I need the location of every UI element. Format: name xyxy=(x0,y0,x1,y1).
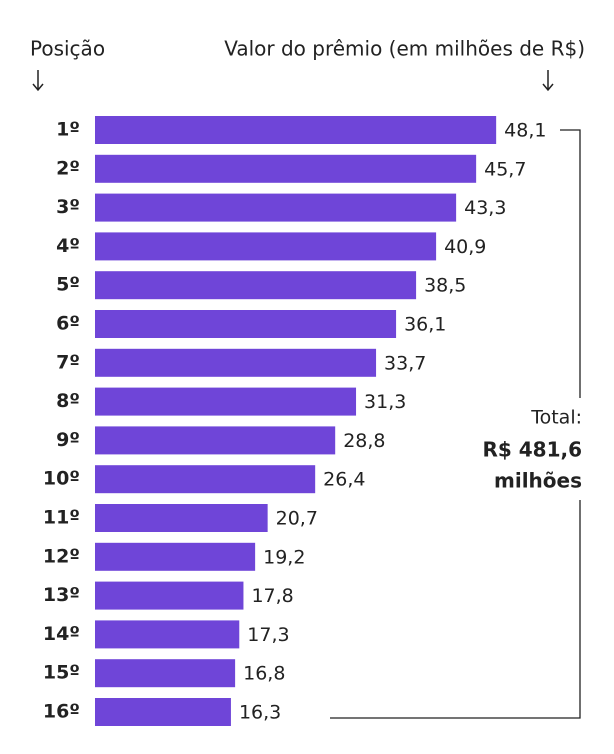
bar xyxy=(95,542,256,571)
arrow xyxy=(542,70,554,92)
category-label: 14º xyxy=(43,623,80,645)
value-label: 40,9 xyxy=(444,236,486,258)
category-label: 2º xyxy=(56,157,80,179)
category-label: 7º xyxy=(56,351,80,373)
category-label: 16º xyxy=(43,701,80,723)
bar xyxy=(95,620,240,649)
bar xyxy=(95,116,497,144)
category-label: 4º xyxy=(56,235,80,257)
value-label: 33,7 xyxy=(384,352,426,374)
category-label: 1º xyxy=(56,119,80,141)
category-label: 10º xyxy=(43,468,80,490)
bar xyxy=(95,154,477,183)
value-label: 45,7 xyxy=(484,158,526,180)
value-label: 19,2 xyxy=(263,546,305,568)
value-label: 31,3 xyxy=(364,391,406,413)
value-label: 20,7 xyxy=(276,508,318,530)
category-label: 8º xyxy=(56,390,80,412)
category-label: 5º xyxy=(56,274,80,296)
bar xyxy=(95,426,336,455)
bracket xyxy=(330,129,581,719)
bar xyxy=(95,387,357,416)
category-label: 9º xyxy=(56,429,80,451)
bar xyxy=(95,310,397,338)
bar xyxy=(95,581,244,610)
value-axis-label: Valor do prêmio (em milhões de R$) xyxy=(224,37,585,61)
total-value: milhões xyxy=(494,469,582,493)
total-value: R$ 481,6 xyxy=(482,438,582,462)
bar xyxy=(95,193,457,222)
value-label: 48,1 xyxy=(504,120,546,142)
category-label: 3º xyxy=(56,196,80,218)
value-label: 17,8 xyxy=(251,585,293,607)
bar xyxy=(95,232,437,261)
bar xyxy=(95,698,231,726)
total-label: Total: xyxy=(530,407,582,429)
bar xyxy=(95,348,377,377)
arrows xyxy=(32,70,554,92)
bar xyxy=(95,465,316,494)
category-label: 15º xyxy=(43,662,80,684)
bar xyxy=(95,271,417,300)
value-label: 17,3 xyxy=(247,624,289,646)
bar xyxy=(95,504,268,532)
value-label: 43,3 xyxy=(464,197,506,219)
value-label: 16,8 xyxy=(243,663,285,685)
bar xyxy=(95,659,236,688)
category-label: 11º xyxy=(43,507,80,529)
value-label: 16,3 xyxy=(239,702,281,724)
value-label: 28,8 xyxy=(343,430,385,452)
category-label: 6º xyxy=(56,313,80,335)
value-label: 36,1 xyxy=(404,314,446,336)
category-label: 13º xyxy=(43,584,80,606)
category-axis-label: Posição xyxy=(30,37,105,61)
value-label: 26,4 xyxy=(323,469,365,491)
category-label: 12º xyxy=(43,545,80,567)
value-label: 38,5 xyxy=(424,275,466,297)
arrow xyxy=(32,70,44,92)
